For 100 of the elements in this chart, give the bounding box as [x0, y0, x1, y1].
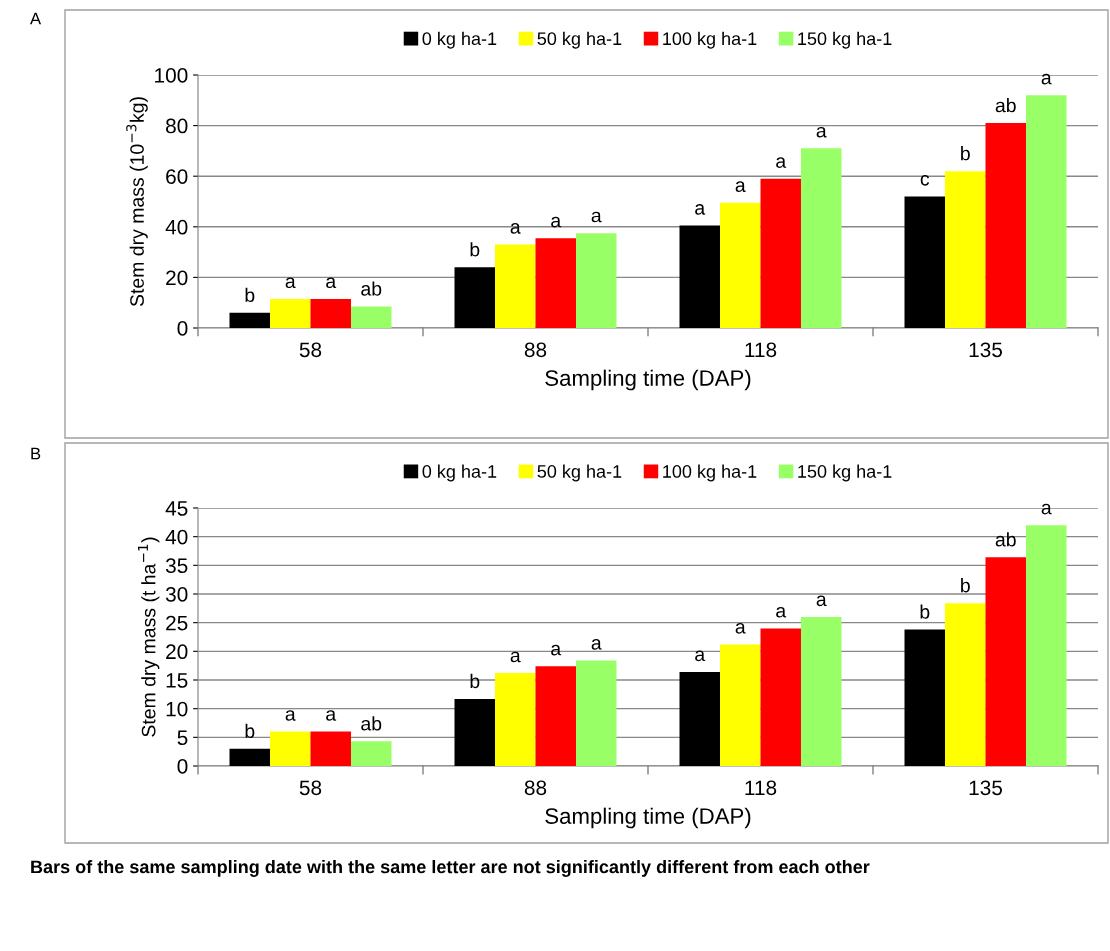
bar	[454, 698, 495, 766]
bar	[1026, 95, 1067, 328]
x-axis-title: Sampling time (DAP)	[545, 369, 751, 391]
bar	[270, 298, 311, 328]
bar	[720, 202, 761, 328]
y-tick-label: 40	[165, 219, 188, 235]
bar	[351, 306, 392, 328]
legend-label: 100 kg ha-1	[663, 464, 757, 482]
bar	[270, 731, 311, 766]
annotation: a	[510, 223, 521, 234]
annotation: b	[961, 578, 970, 593]
annotation: b	[245, 723, 255, 739]
x-tick-label: 118	[745, 342, 777, 358]
legend-label: 150 kg ha-1	[798, 31, 892, 49]
bar	[985, 557, 1026, 766]
x-tick-label: 135	[969, 342, 1003, 358]
x-tick-label: 88	[524, 780, 547, 796]
bar	[760, 178, 801, 328]
bar	[310, 298, 351, 328]
bar	[801, 616, 842, 766]
y-tick-label: 0	[177, 759, 188, 774]
legend-label: 150 kg ha-1	[798, 464, 892, 482]
annotation: a	[816, 126, 827, 138]
bar	[679, 671, 720, 766]
annotation: a	[776, 157, 787, 168]
bar	[229, 748, 270, 766]
annotation: a	[326, 277, 337, 289]
annotation: a	[1041, 503, 1052, 515]
bar	[945, 171, 986, 328]
legend-label: 50 kg ha-1	[537, 31, 622, 49]
annotation: ab	[995, 98, 1016, 113]
annotation: c	[920, 175, 930, 186]
text: Bars of the same sampling date with the same letter are not significantly different from each other	[31, 860, 870, 877]
annotation: b	[245, 287, 255, 303]
annotation: a	[285, 710, 296, 721]
y-tick-label: 20	[166, 644, 188, 660]
text: A	[30, 12, 42, 25]
bar	[310, 731, 351, 766]
bar	[801, 148, 842, 328]
y-axis-title: Stem dry mass (t ha$^{−1}$)	[137, 537, 160, 737]
bar	[535, 666, 576, 766]
annotation: b	[920, 604, 930, 619]
bar	[576, 233, 617, 328]
y-tick-label: 60	[166, 169, 188, 184]
y-tick-label: 35	[165, 558, 188, 574]
bar	[454, 267, 495, 328]
annotation: a	[735, 623, 746, 634]
y-tick-label: 0	[177, 321, 188, 336]
annotation: a	[816, 595, 827, 607]
bar	[495, 244, 536, 328]
annotation: a	[326, 710, 337, 721]
x-tick-label: 135	[969, 780, 1003, 796]
annotation: a	[695, 204, 706, 215]
annotation: b	[961, 146, 970, 161]
bar	[1026, 525, 1067, 766]
y-tick-label: 30	[165, 587, 188, 602]
annotation: a	[735, 181, 746, 192]
y-tick-label: 40	[165, 529, 188, 545]
bar	[985, 123, 1026, 328]
y-axis-title: Stem dry mass (10$^{−3}$kg)	[126, 97, 148, 307]
y-tick-label: 5	[177, 730, 188, 746]
legend-label: 50 kg ha-1	[537, 464, 622, 482]
bar	[760, 628, 801, 766]
y-tick-label: 10	[166, 701, 188, 717]
x-tick-label: 88	[524, 342, 547, 358]
annotation: a	[695, 650, 706, 662]
annotation: b	[470, 242, 480, 257]
legend-label: 0 kg ha-1	[422, 464, 497, 482]
bar	[535, 238, 576, 328]
annotation: a	[1041, 73, 1052, 85]
x-tick-label: 118	[745, 780, 777, 796]
annotation: a	[776, 606, 787, 618]
y-tick-label: 20	[166, 270, 188, 286]
y-tick-label: 80	[166, 118, 188, 134]
bar	[904, 629, 945, 766]
annotation: ab	[361, 716, 382, 731]
annotation: a	[510, 651, 521, 663]
bar	[679, 225, 720, 328]
annotation: a	[551, 216, 562, 228]
y-tick-label: 15	[166, 673, 188, 688]
annotation: ab	[361, 281, 382, 296]
text: B	[31, 447, 41, 460]
legend-label: 0 kg ha-1	[422, 31, 497, 49]
annotation: a	[551, 644, 562, 656]
bar	[945, 603, 986, 766]
y-tick-label: 100	[155, 68, 188, 83]
bar	[720, 644, 761, 766]
y-tick-label: 45	[165, 501, 188, 516]
bar	[229, 312, 270, 328]
annotation: ab	[995, 532, 1016, 547]
annotation: b	[470, 673, 480, 689]
annotation: a	[591, 639, 602, 650]
x-axis-title: Sampling time (DAP)	[545, 807, 751, 829]
bar	[495, 673, 536, 766]
annotation: a	[285, 277, 296, 289]
annotation: a	[591, 211, 602, 223]
x-tick-label: 58	[299, 780, 322, 796]
x-tick-label: 58	[299, 342, 322, 358]
bar	[576, 660, 617, 766]
y-tick-label: 25	[166, 615, 188, 631]
